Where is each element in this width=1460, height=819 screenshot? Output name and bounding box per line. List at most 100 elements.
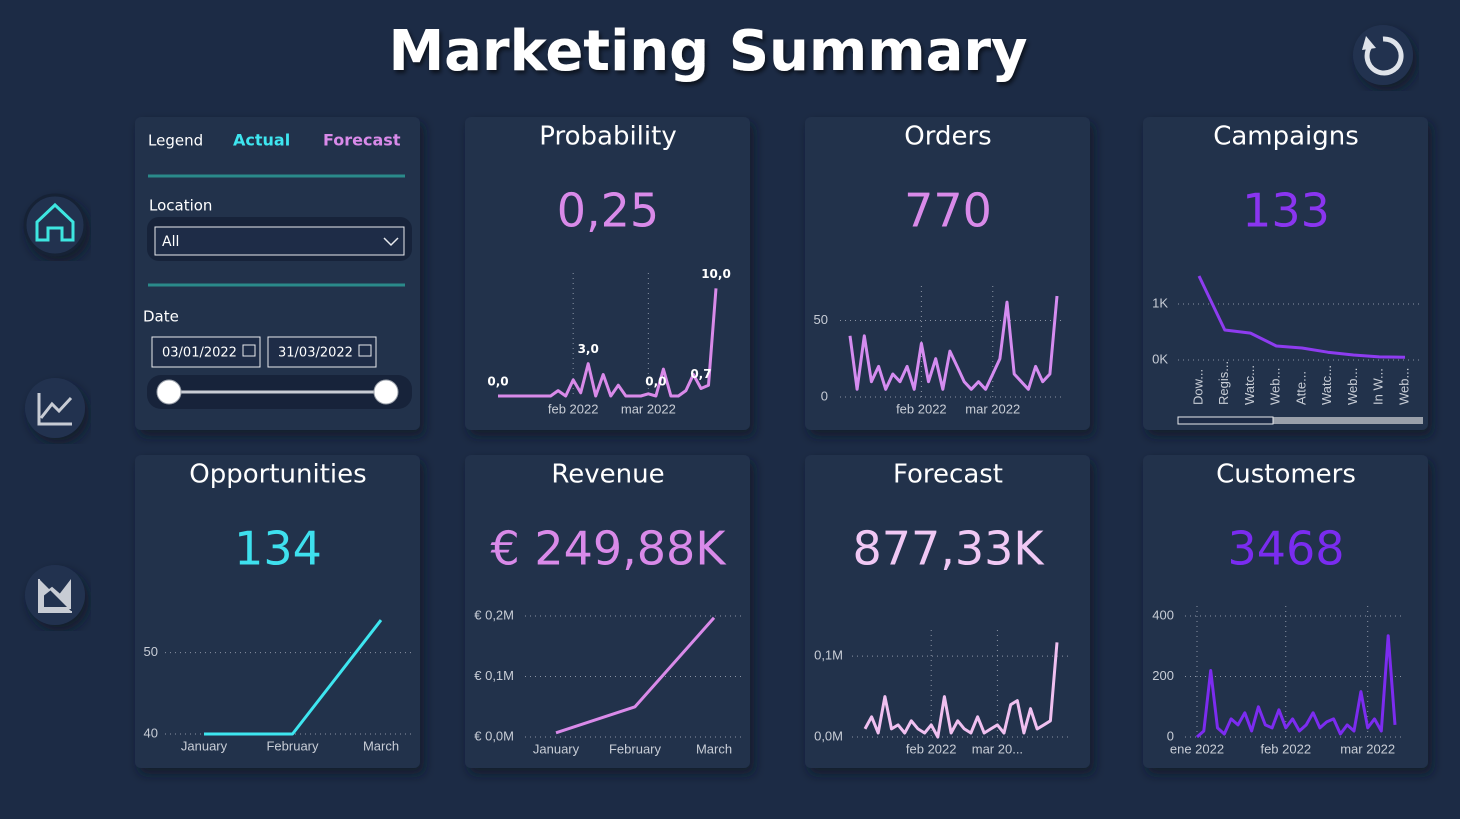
home-icon[interactable]	[35, 202, 75, 242]
x-tick-label: Watc...	[1242, 365, 1257, 405]
legend-actual: Actual	[233, 131, 290, 150]
slider-handle[interactable]	[156, 379, 182, 405]
y-tick-label: € 0,0M	[474, 728, 514, 743]
x-tick-label: feb 2022	[896, 401, 947, 416]
kpi-value: 133	[1242, 184, 1330, 238]
x-tick-label: February	[609, 741, 662, 756]
y-tick-label: 50	[144, 644, 158, 659]
x-tick-label: feb 2022	[906, 741, 957, 756]
card-title: Customers	[1216, 460, 1356, 490]
x-tick-label: Watc...	[1319, 365, 1334, 405]
y-tick-label: 0	[821, 388, 828, 403]
x-tick-label: mar 2022	[965, 401, 1020, 416]
calendar-icon[interactable]	[242, 344, 256, 357]
location-label: Location	[149, 197, 212, 215]
series-line	[555, 616, 716, 735]
data-label: 0,0	[645, 375, 666, 389]
card-title: Forecast	[893, 460, 1003, 490]
x-tick-label: Web...	[1345, 368, 1360, 405]
x-tick-label: mar 20...	[972, 741, 1023, 756]
x-tick-label: In W...	[1371, 368, 1386, 405]
kpi-value: 877,33K	[852, 522, 1045, 576]
x-tick-label: mar 2022	[621, 401, 676, 416]
refresh-arrow[interactable]	[1362, 36, 1376, 50]
series-line	[498, 288, 718, 398]
x-tick-label: Regis...	[1216, 361, 1231, 405]
date-start[interactable]: 03/01/2022	[162, 346, 237, 361]
x-tick-label: Web...	[1396, 368, 1411, 405]
x-tick-label: January	[533, 741, 580, 756]
chart-icon[interactable]	[38, 579, 72, 613]
slider-handle[interactable]	[373, 379, 399, 405]
refresh-icon[interactable]	[1364, 36, 1404, 76]
card-title: Orders	[904, 122, 991, 152]
legend-forecast: Forecast	[323, 131, 401, 150]
y-tick-label: 1K	[1152, 295, 1168, 310]
series-line	[863, 642, 1059, 739]
refresh-button[interactable]	[1353, 25, 1413, 85]
kpi-value: 3468	[1227, 522, 1344, 576]
trend-icon[interactable]	[37, 393, 73, 426]
filter-panel: Legend Actual Forecast Location All Date…	[143, 131, 412, 409]
card	[135, 455, 420, 768]
location-dropdown[interactable]	[154, 226, 405, 256]
series-line	[1197, 275, 1406, 359]
x-tick-label: Web...	[1268, 368, 1283, 405]
y-tick-label: € 0,1M	[474, 668, 514, 683]
card	[465, 117, 750, 430]
y-tick-label: 200	[1152, 668, 1174, 683]
scroll-thumb[interactable]	[1177, 416, 1274, 425]
date-start-input[interactable]	[151, 336, 261, 368]
x-tick-label: Dow...	[1190, 369, 1205, 405]
y-tick-label: 0,1M	[814, 648, 843, 663]
dropdown-chevron[interactable]	[383, 237, 399, 247]
scrollbar	[1177, 416, 1423, 425]
card-title: Campaigns	[1213, 122, 1359, 152]
cards: Probability 0,25 feb 2022 mar 2022 0,0 3,0 0,0…	[135, 117, 1428, 768]
y-tick-label: 0K	[1152, 351, 1168, 366]
data-label: 0,0	[487, 375, 508, 389]
series-line	[1196, 634, 1397, 739]
card	[805, 117, 1090, 430]
data-label: 10,0	[701, 267, 731, 281]
y-tick-label: 0	[1167, 728, 1174, 743]
data-label: 3,0	[578, 342, 599, 356]
y-tick-label: 400	[1152, 607, 1174, 622]
date-label: Date	[143, 308, 179, 326]
x-tick-label: feb 2022	[1260, 741, 1311, 756]
card	[1143, 117, 1428, 430]
x-tick-label: feb 2022	[548, 401, 599, 416]
date-end[interactable]: 31/03/2022	[278, 346, 353, 361]
legend-label: Legend	[148, 132, 203, 150]
calendar-icon[interactable]	[358, 344, 372, 357]
x-tick-label: March	[363, 738, 399, 753]
y-tick-label: 50	[814, 312, 828, 327]
y-tick-label: € 0,2M	[474, 607, 514, 622]
y-tick-label: 40	[144, 725, 158, 740]
kpi-value: 0,25	[557, 184, 659, 238]
location-value[interactable]: All	[162, 234, 179, 250]
x-tick-label: ene 2022	[1170, 741, 1224, 756]
x-tick-label: Atte...	[1293, 371, 1308, 405]
kpi-value: 770	[904, 184, 992, 238]
kpi-value: 134	[234, 522, 322, 576]
date-end-input[interactable]	[267, 336, 377, 368]
refresh-circle[interactable]	[1353, 25, 1413, 85]
series-line	[848, 295, 1059, 391]
series-line	[204, 619, 383, 736]
x-tick-label: March	[696, 741, 732, 756]
card-title: Probability	[539, 122, 676, 152]
y-tick-label: 0,0M	[814, 728, 843, 743]
data-label: 0,7	[690, 367, 711, 381]
card-title: Revenue	[551, 460, 664, 490]
x-tick-label: January	[181, 738, 228, 753]
x-tick-label: February	[266, 738, 319, 753]
card-title: Opportunities	[189, 460, 366, 490]
nav	[23, 193, 87, 625]
x-tick-label: mar 2022	[1340, 741, 1395, 756]
kpi-value: € 249,88K	[490, 522, 727, 576]
scroll-track[interactable]	[1178, 417, 1423, 424]
card	[805, 455, 1090, 768]
card	[465, 455, 750, 768]
